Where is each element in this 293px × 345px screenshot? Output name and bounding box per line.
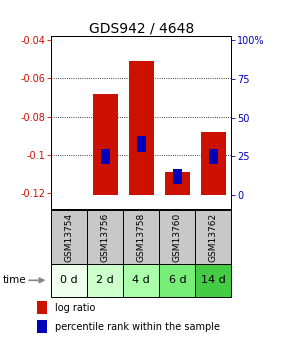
Bar [87,264,123,297]
Text: 4 d: 4 d [132,275,150,285]
Bar [101,149,110,164]
Bar [165,172,190,195]
Text: log ratio: log ratio [55,303,96,313]
Bar [159,210,195,264]
Bar [201,132,226,195]
Text: GSM13762: GSM13762 [209,213,218,262]
Bar [195,210,231,264]
Bar [123,210,159,264]
Bar [129,61,154,195]
Bar [51,264,87,297]
Text: 6 d: 6 d [168,275,186,285]
Bar [137,136,146,152]
Bar [209,149,218,164]
Bar [159,264,195,297]
Text: 2 d: 2 d [96,275,114,285]
Bar [51,210,87,264]
Bar [87,210,123,264]
Bar [93,94,118,195]
Bar [123,264,159,297]
Bar [173,169,182,184]
Text: GSM13760: GSM13760 [173,213,182,262]
Text: percentile rank within the sample: percentile rank within the sample [55,322,220,332]
Bar [37,301,47,314]
Text: time: time [3,275,27,285]
Text: GSM13754: GSM13754 [65,213,74,262]
Text: 0 d: 0 d [60,275,78,285]
Title: GDS942 / 4648: GDS942 / 4648 [89,21,194,35]
Text: 14 d: 14 d [201,275,226,285]
Bar [195,264,231,297]
Text: GSM13756: GSM13756 [101,213,110,262]
Bar [37,320,47,333]
Text: GSM13758: GSM13758 [137,213,146,262]
